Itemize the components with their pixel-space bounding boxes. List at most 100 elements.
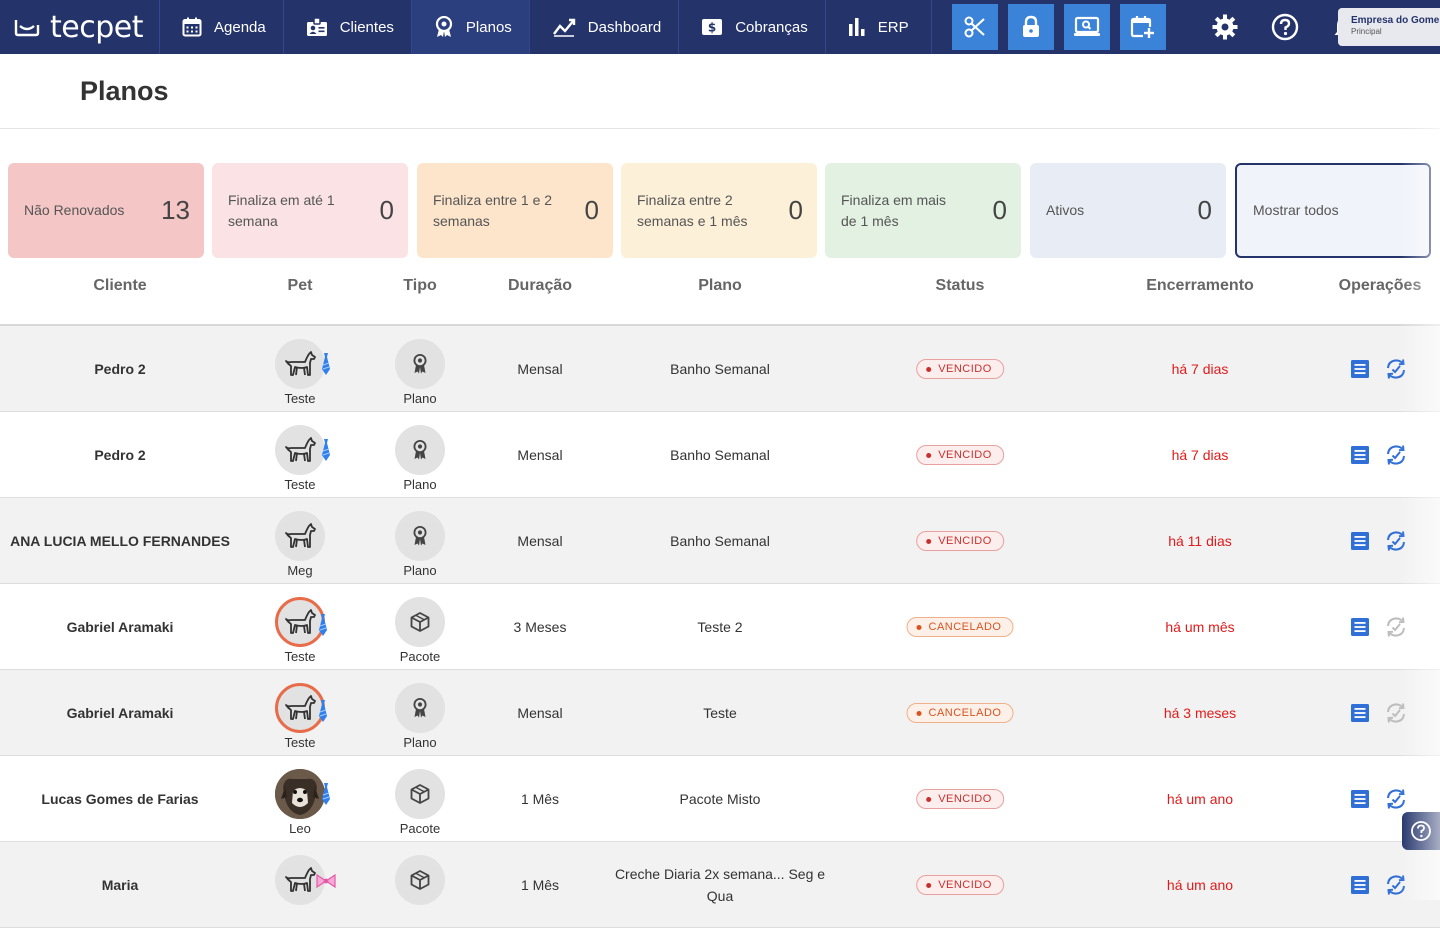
scissors-icon — [964, 16, 985, 38]
view-details-button[interactable] — [1350, 617, 1370, 637]
view-details-button[interactable] — [1350, 531, 1370, 551]
table-row[interactable]: Pedro 2 Teste Plano Mensal Banho Semanal VENC… — [0, 412, 1440, 498]
status-dot — [926, 882, 932, 888]
status-cell: CANCELADO — [906, 584, 1014, 670]
type-label: Pacote — [399, 821, 441, 836]
pet-cell[interactable]: Leo — [275, 769, 330, 836]
client-name[interactable]: Pedro 2 — [94, 447, 146, 463]
pet-avatar — [275, 511, 325, 561]
status-cell: CANCELADO — [906, 670, 1014, 756]
male-tie-icon — [319, 700, 327, 722]
help-button[interactable] — [1263, 0, 1307, 54]
lock-icon — [1022, 15, 1039, 37]
duration: 1 Mês — [520, 791, 560, 807]
lock-button[interactable] — [1007, 4, 1054, 50]
table-row[interactable]: Gabriel Aramaki Teste Plano Mensal Teste CANC… — [0, 670, 1440, 756]
renew-button[interactable] — [1384, 787, 1408, 811]
client-name[interactable]: Gabriel Aramaki — [66, 619, 174, 635]
status-cell: VENCIDO — [916, 498, 1004, 584]
operations — [1350, 756, 1408, 842]
pet-cell[interactable]: Teste — [275, 425, 330, 492]
details-list-icon — [1351, 790, 1369, 808]
plan-name: Teste — [703, 705, 737, 721]
view-details-button[interactable] — [1350, 703, 1370, 723]
dog-icon — [285, 695, 316, 720]
status-text: VENCIDO — [938, 793, 992, 805]
renew-button[interactable] — [1384, 529, 1408, 553]
male-tie-icon — [322, 353, 330, 375]
renew-icon — [1387, 359, 1405, 379]
logo[interactable]: tecpet — [0, 0, 160, 54]
status-text: CANCELADO — [928, 621, 1002, 633]
help-circle-icon — [1271, 13, 1298, 41]
client-name[interactable]: ANA LUCIA MELLO FERNANDES — [10, 533, 230, 549]
nav-dashboard-label: Dashboard — [587, 18, 662, 36]
nav-dashboard[interactable]: Dashboard — [530, 0, 680, 54]
pet-cell[interactable]: Teste — [275, 597, 327, 664]
monitor-search-icon — [1073, 16, 1100, 36]
pet-photo — [275, 769, 325, 819]
renew-button[interactable] — [1384, 701, 1408, 725]
nav-planos[interactable]: Planos — [411, 0, 530, 54]
renew-button[interactable] — [1384, 615, 1408, 639]
renew-button[interactable] — [1384, 357, 1408, 381]
client-name[interactable]: Gabriel Aramaki — [66, 705, 174, 721]
type-badge — [395, 683, 445, 733]
table-row[interactable]: Lucas Gomes de Farias Leo Pacote 1 Mês Pacot… — [0, 756, 1440, 842]
client-name[interactable]: Maria — [101, 877, 139, 893]
nav-cobrancas[interactable]: $ Cobranças — [679, 0, 826, 54]
trend-chart-icon — [552, 18, 575, 37]
summary-card[interactable]: Ativos 0 — [1030, 163, 1226, 258]
floating-help-button[interactable] — [1402, 812, 1440, 850]
renew-icon — [1387, 531, 1405, 551]
calendar-add-button[interactable] — [1119, 4, 1166, 50]
plan-name: Teste 2 — [697, 619, 743, 635]
dollar-bill-icon: $ — [702, 19, 723, 35]
view-details-button[interactable] — [1350, 789, 1370, 809]
type-cell: Plano — [395, 425, 445, 492]
monitor-search-button[interactable] — [1063, 4, 1110, 50]
company-selector[interactable]: Empresa do Gomes Principal — [1338, 8, 1440, 46]
nav-erp[interactable]: ERP — [826, 0, 932, 54]
status-dot — [926, 366, 932, 372]
summary-card[interactable]: Finaliza entre 1 e 2 semanas 0 — [417, 163, 613, 258]
client-name[interactable]: Lucas Gomes de Farias — [41, 791, 199, 807]
table-row[interactable]: Maria 1 Mês Creche Diaria 2x semana... Seg… — [0, 842, 1440, 928]
table-row[interactable]: Pedro 2 Teste Plano Mensal Banho Semanal VENC… — [0, 326, 1440, 412]
summary-card[interactable]: Finaliza entre 2 semanas e 1 mês 0 — [621, 163, 817, 258]
renew-icon — [1387, 789, 1405, 809]
top-navigation-bar: tecpet Agenda Clientes Planos Dashboard … — [0, 0, 1440, 54]
calendar-add-icon — [1130, 16, 1155, 39]
pet-cell[interactable] — [275, 855, 336, 907]
scissors-button[interactable] — [951, 4, 998, 50]
column-header: Operações — [1338, 277, 1422, 294]
table-row[interactable]: Gabriel Aramaki Teste Pacote 3 Meses Teste 2… — [0, 584, 1440, 670]
table-row[interactable]: ANA LUCIA MELLO FERNANDES Meg Plano Mensal B… — [0, 498, 1440, 584]
summary-card[interactable]: Não Renovados 13 — [8, 163, 204, 258]
summary-card[interactable]: Mostrar todos — [1235, 163, 1431, 258]
pet-cell[interactable]: Meg — [275, 511, 325, 578]
type-cell: Pacote — [395, 769, 445, 836]
pet-name: Teste — [284, 391, 316, 406]
view-details-button[interactable] — [1350, 875, 1370, 895]
column-header: Cliente — [93, 277, 147, 294]
pet-cell[interactable]: Teste — [275, 339, 330, 406]
summary-card-label: Finaliza em até 1 semana — [228, 191, 335, 229]
renew-button[interactable] — [1384, 873, 1408, 897]
view-details-button[interactable] — [1350, 359, 1370, 379]
summary-card-count: 0 — [788, 195, 803, 225]
pet-avatar — [275, 683, 327, 733]
operations — [1350, 412, 1408, 498]
pet-cell[interactable]: Teste — [275, 683, 327, 750]
nav-clientes[interactable]: Clientes — [284, 0, 412, 54]
summary-card[interactable]: Finaliza em até 1 semana 0 — [212, 163, 408, 258]
view-details-button[interactable] — [1350, 445, 1370, 465]
settings-button[interactable] — [1203, 0, 1247, 54]
client-name[interactable]: Pedro 2 — [94, 361, 146, 377]
end-date: há um mês — [1165, 619, 1235, 635]
renew-button[interactable] — [1384, 443, 1408, 467]
duration: Mensal — [517, 447, 563, 463]
status-badge: CANCELADO — [906, 703, 1014, 723]
summary-card[interactable]: Finaliza em mais de 1 mês 0 — [825, 163, 1021, 258]
nav-agenda[interactable]: Agenda — [160, 0, 284, 54]
